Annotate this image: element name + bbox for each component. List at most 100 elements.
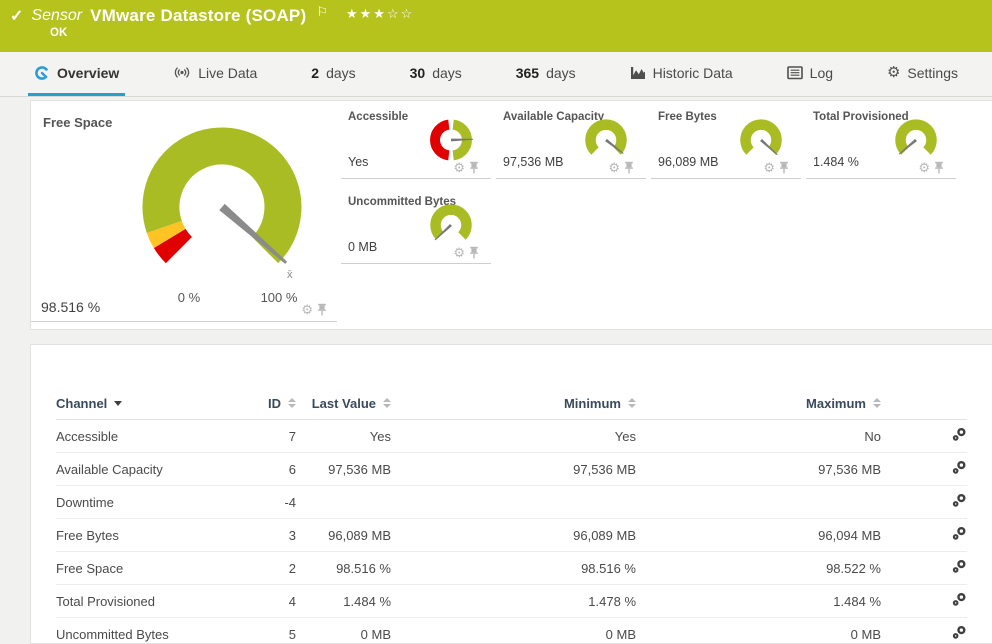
channel-settings-icon[interactable] bbox=[952, 625, 967, 640]
table-row: Downtime -4 bbox=[56, 486, 967, 519]
channel-maximum: 1.484 % bbox=[833, 593, 881, 609]
accessible-gauge-tile[interactable]: Accessible Yes ⚙ bbox=[341, 101, 491, 179]
live-signal-icon bbox=[175, 67, 190, 78]
channel-gear-icon[interactable]: ⚙ bbox=[453, 160, 465, 175]
column-header-id[interactable]: ID bbox=[246, 396, 296, 411]
tab-label: days bbox=[432, 64, 462, 81]
area-chart-icon bbox=[630, 66, 645, 79]
status-badge: OK bbox=[50, 27, 68, 39]
tab-live-data[interactable]: Live Data bbox=[167, 52, 263, 96]
channel-minimum: 97,536 MB bbox=[573, 461, 636, 477]
tab-label: Settings bbox=[907, 64, 958, 81]
channel-last-value: 1.484 % bbox=[343, 593, 391, 609]
stars-empty[interactable]: ☆☆ bbox=[386, 6, 415, 21]
channel-last-value: 96,089 MB bbox=[328, 527, 391, 543]
free-bytes-gauge-tile[interactable]: Free Bytes 96,089 MB ⚙ bbox=[651, 101, 801, 179]
channel-last-value: 97,536 MB bbox=[328, 461, 391, 477]
status-check-icon: ✓ bbox=[10, 8, 24, 25]
channel-settings-icon[interactable] bbox=[952, 592, 967, 607]
pin-icon[interactable] bbox=[469, 246, 479, 259]
gauge-title: Uncommitted Bytes bbox=[348, 196, 456, 208]
channel-settings-icon[interactable] bbox=[952, 427, 967, 442]
channel-gear-icon[interactable]: ⚙ bbox=[453, 245, 465, 260]
channel-gear-icon[interactable]: ⚙ bbox=[608, 160, 620, 175]
column-header-channel[interactable]: Channel bbox=[56, 396, 246, 411]
pin-icon[interactable] bbox=[624, 161, 634, 174]
gauge-value: Yes bbox=[348, 155, 369, 169]
channel-settings-icon[interactable] bbox=[952, 460, 967, 475]
pin-icon[interactable] bbox=[934, 161, 944, 174]
tab-label: Live Data bbox=[198, 64, 258, 81]
channel-name[interactable]: Free Space bbox=[56, 560, 124, 576]
channels-table-panel: Channel ID Last Value Minimum Maximum Ac… bbox=[30, 344, 992, 644]
free-space-gauge-tile[interactable]: Free Space x̄ 0 % 100 % 98.516 % ⚙ bbox=[31, 101, 337, 322]
channel-gear-icon[interactable]: ⚙ bbox=[763, 160, 775, 175]
tab-number: 2 bbox=[311, 64, 320, 81]
channel-id: -4 bbox=[284, 494, 296, 510]
gauge-value: 98.516 % bbox=[41, 299, 101, 315]
channel-id: 2 bbox=[288, 560, 296, 576]
total-provisioned-gauge-tile[interactable]: Total Provisioned 1.484 % ⚙ bbox=[806, 101, 956, 179]
channel-gear-icon[interactable]: ⚙ bbox=[918, 160, 930, 175]
column-header-maximum[interactable]: Maximum bbox=[636, 396, 881, 411]
small-gauges-grid: Accessible Yes ⚙ Available Ca bbox=[337, 101, 992, 321]
channel-settings-icon[interactable] bbox=[952, 493, 967, 508]
tab-overview[interactable]: Overview bbox=[28, 52, 126, 96]
gauge-value: 1.484 % bbox=[813, 155, 859, 169]
pin-icon[interactable] bbox=[779, 161, 789, 174]
channel-id: 5 bbox=[288, 626, 296, 642]
table-row: Free Space 2 98.516 % 98.516 % 98.522 % bbox=[56, 552, 967, 585]
pin-icon[interactable] bbox=[469, 161, 479, 174]
tab-30-days[interactable]: 30 days bbox=[404, 52, 468, 96]
tab-label: days bbox=[326, 64, 356, 81]
channel-name[interactable]: Available Capacity bbox=[56, 461, 163, 477]
gauge-title: Free Space bbox=[43, 115, 113, 130]
priority-star-rating[interactable]: ★★★☆☆ bbox=[346, 6, 414, 22]
gauge-max-label: 100 % bbox=[260, 290, 298, 305]
tab-settings[interactable]: ⚙ Settings bbox=[881, 52, 964, 96]
uncommitted-bytes-gauge bbox=[430, 204, 472, 241]
channel-id: 7 bbox=[288, 428, 296, 444]
channel-name[interactable]: Uncommitted Bytes bbox=[56, 626, 169, 642]
available-capacity-gauge-tile[interactable]: Available Capacity 97,536 MB ⚙ bbox=[496, 101, 646, 179]
tab-label: Overview bbox=[57, 64, 120, 81]
table-row: Free Bytes 3 96,089 MB 96,089 MB 96,094 … bbox=[56, 519, 967, 552]
table-row: Available Capacity 6 97,536 MB 97,536 MB… bbox=[56, 453, 967, 486]
gauge-title: Total Provisioned bbox=[813, 111, 909, 123]
stars-filled[interactable]: ★★★ bbox=[345, 6, 387, 21]
tab-number: 365 bbox=[515, 64, 540, 81]
channel-id: 6 bbox=[288, 461, 296, 477]
channel-name[interactable]: Downtime bbox=[56, 494, 114, 510]
channel-last-value: 98.516 % bbox=[336, 560, 391, 576]
channel-maximum: 98.522 % bbox=[826, 560, 881, 576]
channel-name[interactable]: Accessible bbox=[56, 428, 119, 444]
tab-2-days[interactable]: 2 days bbox=[305, 52, 361, 96]
log-list-icon bbox=[786, 65, 803, 79]
channel-settings-icon[interactable] bbox=[952, 526, 967, 541]
sensor-tab-bar: Overview Live Data 2 days 30 days 365 bbox=[0, 52, 992, 97]
tab-log[interactable]: Log bbox=[781, 52, 839, 96]
channel-id: 3 bbox=[288, 527, 296, 543]
column-header-last-value[interactable]: Last Value bbox=[296, 396, 391, 411]
channel-minimum: 0 MB bbox=[605, 626, 636, 642]
channel-gear-icon[interactable]: ⚙ bbox=[301, 302, 313, 317]
column-header-minimum[interactable]: Minimum bbox=[391, 396, 636, 411]
sort-icon bbox=[383, 398, 391, 408]
gauge-value: 97,536 MB bbox=[503, 155, 564, 169]
sort-desc-icon bbox=[114, 400, 123, 406]
channel-name[interactable]: Free Bytes bbox=[56, 527, 119, 543]
gauges-panel: Free Space x̄ 0 % 100 % 98.516 % ⚙ bbox=[30, 100, 992, 330]
channel-settings-icon[interactable] bbox=[952, 559, 967, 574]
table-row: Uncommitted Bytes 5 0 MB 0 MB 0 MB bbox=[56, 618, 967, 644]
total-provisioned-gauge bbox=[895, 119, 937, 155]
gauge-title: Free Bytes bbox=[658, 111, 717, 123]
channel-minimum: 98.516 % bbox=[581, 560, 636, 576]
uncommitted-bytes-gauge-tile[interactable]: Uncommitted Bytes 0 MB ⚙ bbox=[341, 186, 491, 264]
tab-365-days[interactable]: 365 days bbox=[510, 52, 582, 96]
gauge-title: Accessible bbox=[348, 111, 409, 123]
pin-icon[interactable] bbox=[317, 303, 327, 316]
channel-name[interactable]: Total Provisioned bbox=[56, 593, 155, 609]
priority-flag-icon[interactable]: ⚐ bbox=[316, 4, 328, 19]
tab-historic-data[interactable]: Historic Data bbox=[624, 52, 739, 96]
